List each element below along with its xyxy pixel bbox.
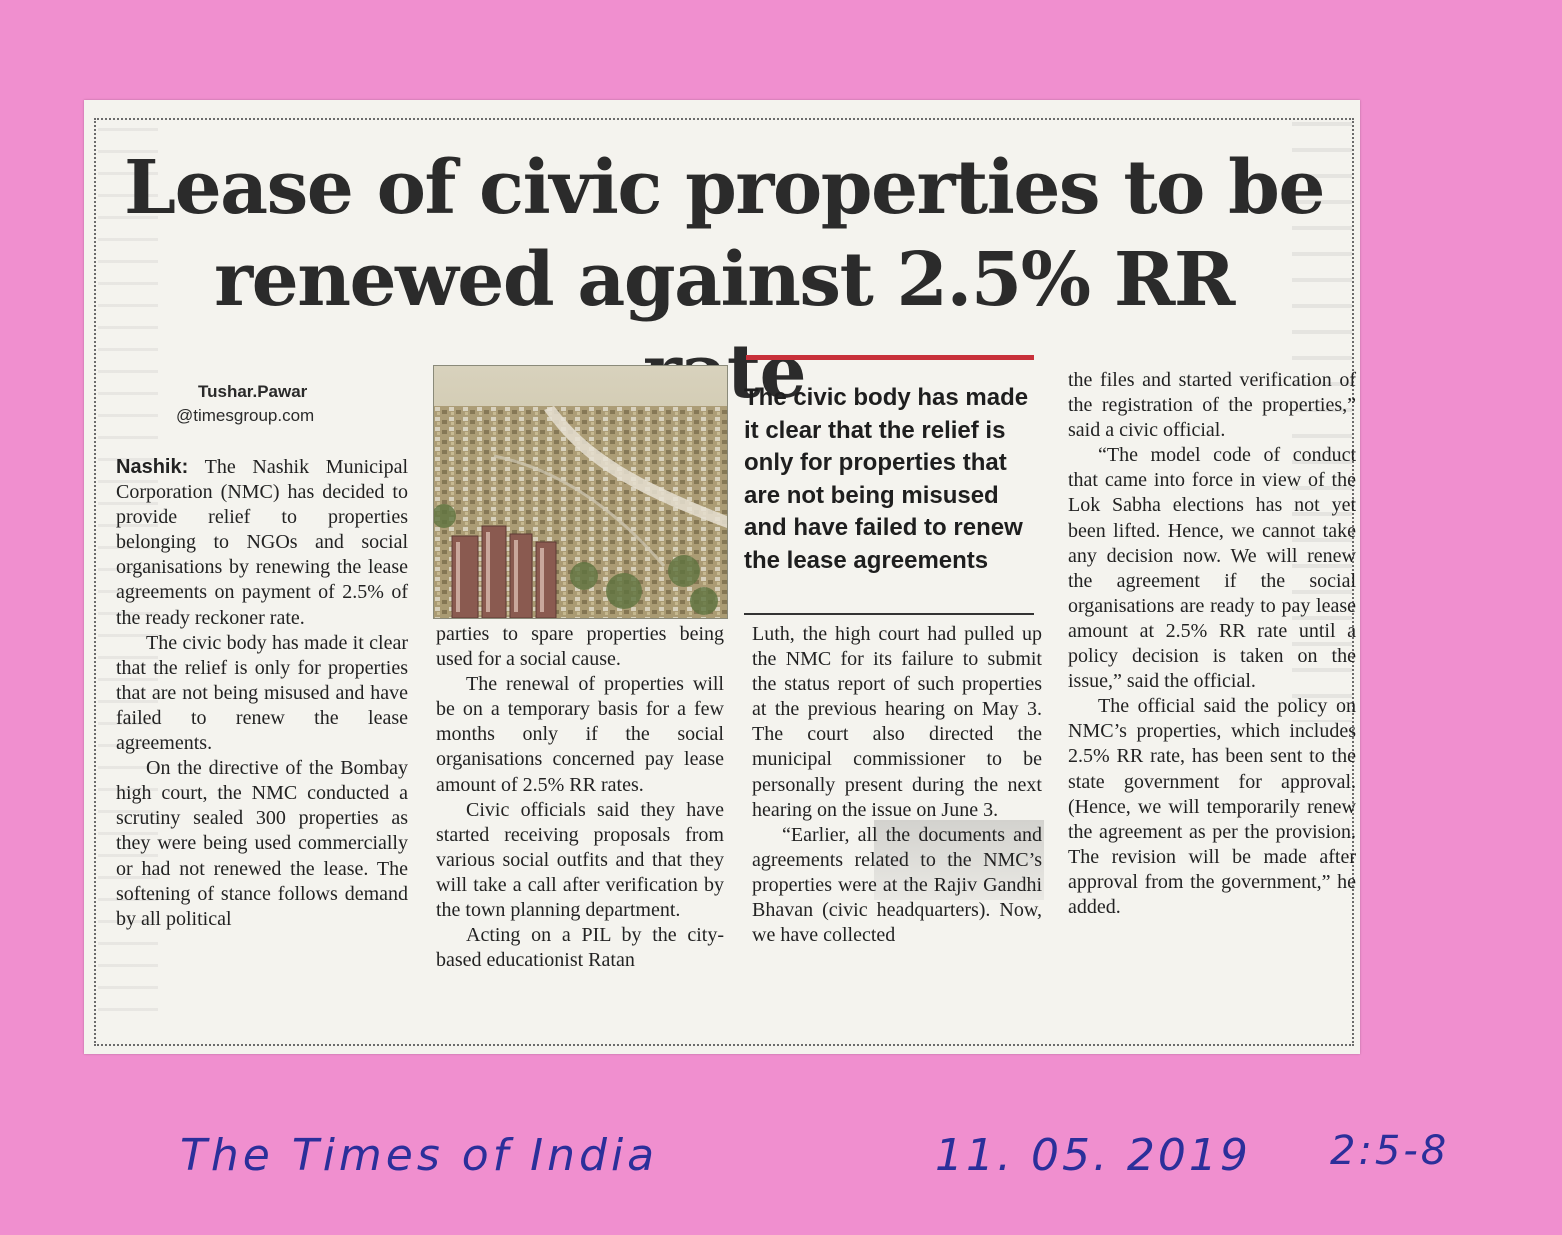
column-1-paragraph-1: Nashik: The Nashik Municipal Corporation…	[116, 455, 408, 631]
pullquote: The civic body has made it clear that th…	[744, 384, 1029, 574]
column-2-paragraph-1: parties to spare properties being used f…	[436, 623, 724, 671]
handwritten-date: 11. 05. 2019	[935, 1130, 1251, 1181]
article-column-1: Nashik: The Nashik Municipal Corporation…	[116, 455, 408, 932]
bleed-through-right	[1292, 122, 1352, 722]
city-aerial-photo	[433, 365, 728, 619]
column-2-paragraph-3: Civic officials said they have started r…	[436, 798, 724, 922]
byline: Tushar.Pawar @timesgroup.com	[176, 380, 314, 428]
column-4-paragraph-2: “The model code of conduct that came int…	[1068, 444, 1356, 693]
bleed-through-middle	[874, 820, 1044, 900]
article-headline: Lease of civic properties to be renewed …	[124, 142, 1325, 418]
column-2-paragraph-4: Acting on a PIL by the city-based educat…	[436, 924, 724, 972]
column-2-paragraph-2: The renewal of properties will be on a t…	[436, 673, 724, 796]
pullquote-accent-rule	[746, 355, 1034, 360]
column-1-paragraph-1-text: The Nashik Municipal Corporation (NMC) h…	[116, 456, 408, 629]
column-1-paragraph-2: The civic body has made it clear that th…	[116, 631, 408, 755]
pullquote-bottom-rule	[744, 613, 1034, 615]
column-4-paragraph-3: The official said the policy on NMC’s pr…	[1068, 695, 1356, 918]
byline-email: @timesgroup.com	[176, 406, 315, 425]
bleed-through-left	[98, 128, 158, 1028]
newspaper-clipping: Lease of civic properties to be renewed …	[84, 100, 1360, 1054]
dateline: Nashik:	[116, 456, 189, 478]
column-3-paragraph-1: Luth, the high court had pulled up the N…	[752, 623, 1042, 821]
article-column-4: the files and started verification of th…	[1068, 368, 1356, 920]
handwritten-newspaper-name: The Times of India	[180, 1130, 659, 1181]
column-1-paragraph-3: On the directive of the Bombay high cour…	[116, 757, 408, 930]
article-column-2: parties to spare properties being used f…	[436, 622, 724, 973]
handwritten-page-reference: 2:5-8	[1330, 1128, 1450, 1174]
headline-line-1: Lease of civic properties to be	[124, 145, 1325, 231]
article-column-3: Luth, the high court had pulled up the N…	[752, 622, 1042, 948]
column-4-paragraph-1: the files and started verification of th…	[1068, 369, 1356, 442]
column-3-paragraph-2: “Earlier, all the documents and agreemen…	[752, 823, 1042, 947]
byline-author: Tushar.Pawar	[198, 382, 308, 401]
city-aerial-photo-illustration	[434, 366, 727, 618]
